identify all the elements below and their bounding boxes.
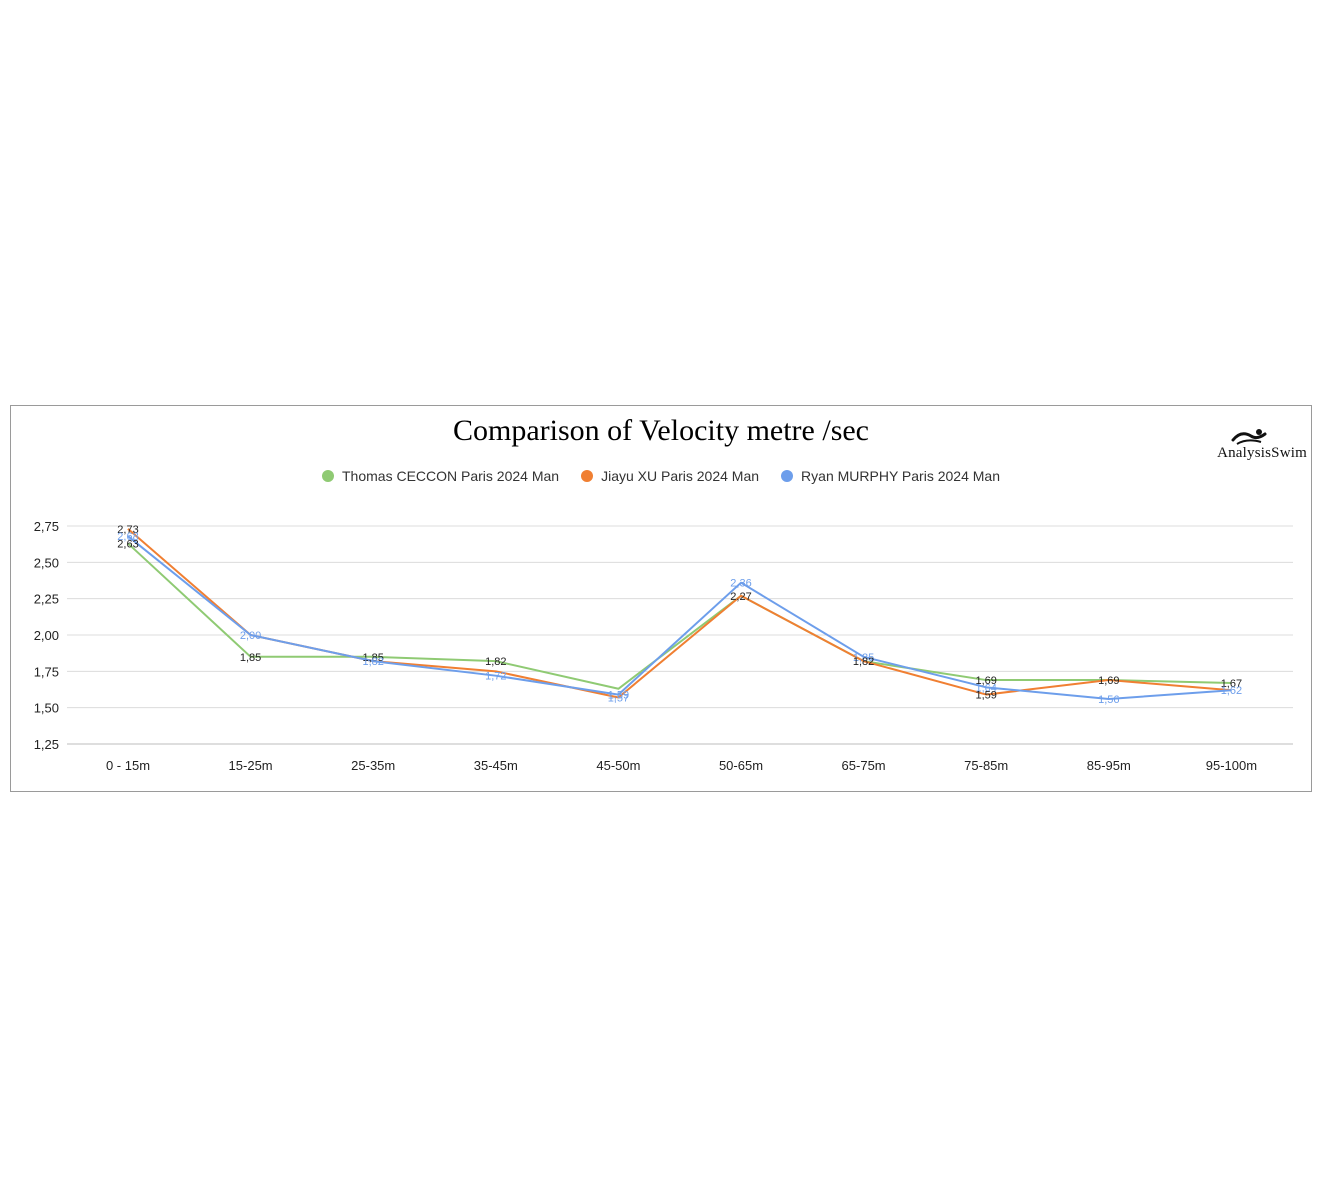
y-tick-label: 2,50 (34, 555, 59, 570)
legend-marker (581, 470, 594, 482)
data-label: 2,27 (730, 591, 751, 603)
chart-frame: Comparison of Velocity metre /sec Analys… (10, 405, 1312, 792)
x-tick-label: 25-35m (351, 758, 395, 773)
data-label: 2,73 (117, 524, 138, 536)
swimmer-icon (1231, 429, 1267, 445)
legend-item[interactable]: Jiayu XU Paris 2024 Man (581, 468, 759, 484)
x-tick-label: 85-95m (1087, 758, 1131, 773)
legend-label: Thomas CECCON Paris 2024 Man (342, 468, 560, 484)
y-tick-label: 2,00 (34, 628, 59, 643)
x-tick-label: 65-75m (842, 758, 886, 773)
y-tick-label: 1,50 (34, 701, 59, 716)
legend-label: Jiayu XU Paris 2024 Man (601, 468, 760, 484)
data-label: 1,62 (1221, 685, 1242, 697)
series-line (127, 528, 1232, 699)
y-tick-label: 2,25 (34, 592, 59, 607)
x-tick-label: 15-25m (229, 758, 273, 773)
x-tick-label: 0 - 15m (106, 758, 150, 773)
x-tick-label: 45-50m (596, 758, 640, 773)
chart-title: Comparison of Velocity metre /sec (452, 414, 869, 447)
data-label: 1,85 (362, 652, 383, 664)
legend-label: Ryan MURPHY Paris 2024 Man (801, 468, 1000, 484)
legend-marker (781, 470, 794, 482)
data-label: 2,00 (240, 630, 261, 642)
line-chart: 1,25 1,50 1,75 2,00 2,25 2,50 2,75 0 - 15m 15-25… (34, 519, 1293, 773)
data-label: 1,69 (975, 675, 996, 687)
x-tick-label: 75-85m (964, 758, 1008, 773)
data-label: 1,69 (1098, 675, 1119, 687)
series-line (127, 542, 1232, 690)
x-tick-label: 50-65m (719, 758, 763, 773)
data-label: 1,82 (362, 656, 383, 668)
logo-text: AnalysisSwim (1217, 445, 1307, 461)
data-label: 1,85 (240, 652, 261, 664)
y-tick-label: 2,75 (34, 519, 59, 534)
legend-marker (322, 470, 334, 482)
data-label: 1,85 (853, 652, 874, 664)
data-label: 1,59 (608, 690, 629, 702)
y-tick-label: 1,25 (34, 737, 59, 752)
data-label: 1,56 (1098, 694, 1119, 706)
data-label: 1,59 (975, 690, 996, 702)
data-label: 2,63 (117, 538, 138, 550)
legend: Thomas CECCON Paris 2024 Man Jiayu XU Pa… (11, 468, 1311, 484)
data-label: 1,64 (975, 682, 996, 694)
data-label: 1,72 (485, 671, 506, 683)
data-label: 2,68 (117, 531, 138, 543)
legend-item[interactable]: Thomas CECCON Paris 2024 Man (322, 468, 559, 484)
analysisswim-logo: AnalysisSwim (1197, 428, 1307, 462)
data-label: 1,57 (608, 692, 629, 704)
data-label: 1,82 (853, 656, 874, 668)
legend-item[interactable]: Ryan MURPHY Paris 2024 Man (781, 468, 1000, 484)
data-label: 2,36 (730, 578, 751, 590)
series-line (127, 535, 1232, 700)
x-tick-label: 95-100m (1206, 758, 1257, 773)
x-tick-label: 35-45m (474, 758, 518, 773)
data-label: 1,82 (485, 656, 506, 668)
y-tick-label: 1,75 (34, 664, 59, 679)
data-label: 1,67 (1221, 678, 1242, 690)
